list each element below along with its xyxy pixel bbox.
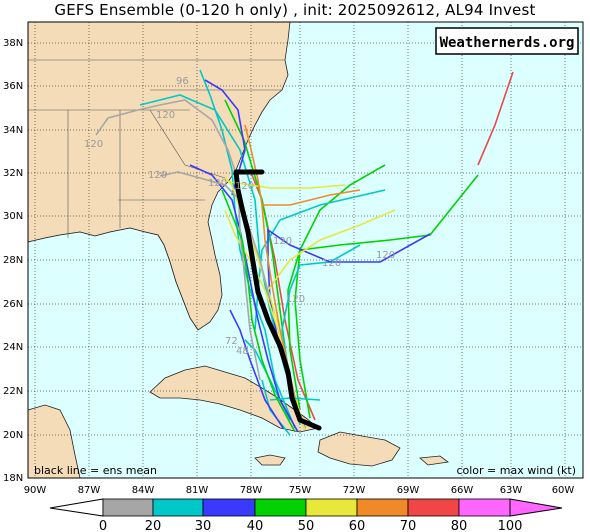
lon-label: 66W: [451, 485, 474, 496]
lat-label: 30N: [3, 211, 23, 222]
hour-label: 120: [148, 170, 167, 181]
lon-label: 63W: [500, 485, 523, 496]
colorbar-tick: 40: [247, 519, 264, 532]
lat-label: 36N: [3, 81, 23, 92]
hour-label: 120: [156, 110, 175, 121]
hour-label: 120: [286, 294, 305, 305]
colorbar-segment: [254, 498, 307, 517]
lat-label: 28N: [3, 255, 23, 266]
colorbar-segment: [356, 498, 409, 517]
lon-label: 81W: [186, 485, 209, 496]
color-note: color = max wind (kt): [456, 464, 576, 477]
brand-badge: Weathernerds.org: [435, 27, 579, 55]
lon-label: 72W: [343, 485, 366, 496]
wind-colorbar: 0 20 30 40 50 60 70 80 100: [49, 498, 563, 532]
colorbar-segment: [305, 498, 358, 517]
colorbar-segment: [202, 498, 256, 517]
colorbar-tick: 30: [195, 519, 212, 532]
mean-line-note: black line = ens mean: [34, 464, 157, 477]
longitude-axis: 90W 87W 84W 81W 78W 75W 72W 69W 66W 63W …: [24, 485, 575, 496]
lon-label: 60W: [552, 485, 575, 496]
colorbar-tick: 50: [298, 519, 315, 532]
lon-label: 78W: [240, 485, 263, 496]
colorbar-segment: [407, 498, 460, 517]
lat-label: 24N: [3, 342, 23, 353]
lat-label: 34N: [3, 125, 23, 136]
hour-label: 72: [225, 336, 238, 347]
lon-label: 87W: [78, 485, 101, 496]
lat-label: 22N: [3, 386, 23, 397]
colorbar-segment: [152, 498, 204, 517]
colorbar-tick: 0: [99, 519, 107, 532]
lon-label: 90W: [24, 485, 47, 496]
latitude-axis: 38N 36N 34N 32N 30N 28N 26N 24N 22N 20N …: [3, 38, 23, 484]
map-frame: [27, 21, 584, 479]
hour-label: 120: [235, 181, 254, 192]
colorbar-tick: 20: [145, 519, 162, 532]
lat-label: 38N: [3, 38, 23, 49]
hour-label: 48: [236, 346, 249, 357]
hour-labels: 120 120 120 120 120 120 72 48 96 120 120…: [84, 76, 395, 357]
colorbar-high-arrow: [509, 498, 563, 517]
colorbar-segment: [102, 498, 154, 517]
hispaniola-island: [317, 431, 401, 467]
hour-label: 120: [376, 250, 395, 261]
lat-label: 20N: [3, 430, 23, 441]
hour-label: 96: [176, 76, 189, 87]
map-title: GEFS Ensemble (0-120 h only) , init: 202…: [54, 1, 536, 19]
ensemble-mean-track: [233, 169, 322, 431]
lon-label: 84W: [132, 485, 155, 496]
lat-label: 26N: [3, 299, 23, 310]
lat-label: 18N: [3, 473, 23, 484]
lon-label: 75W: [289, 485, 312, 496]
jamaica-island: [254, 454, 286, 466]
ensemble-tracks: [95, 69, 514, 436]
lon-label: 69W: [397, 485, 420, 496]
puerto-rico-island: [419, 455, 450, 466]
hour-label: 120: [84, 139, 103, 150]
state-borders: [28, 59, 285, 238]
colorbar-tick: 80: [451, 519, 468, 532]
colorbar-tick: 100: [498, 519, 523, 532]
hour-label: 120: [273, 236, 292, 247]
gulf-coast: [28, 228, 198, 478]
colorbar-tick: 60: [349, 519, 366, 532]
colorbar-segment: [458, 498, 511, 517]
hour-label: 120: [208, 178, 227, 189]
colorbar-low-arrow: [49, 498, 104, 517]
colorbar-tick: 70: [400, 519, 417, 532]
hour-label: 120: [322, 258, 341, 269]
gulf-shoreline: [27, 227, 199, 331]
lat-label: 32N: [3, 168, 23, 179]
brand-text: Weathernerds.org: [440, 35, 575, 51]
